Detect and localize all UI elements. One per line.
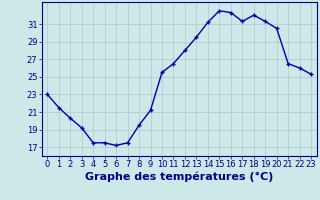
X-axis label: Graphe des températures (°C): Graphe des températures (°C) [85,172,273,182]
